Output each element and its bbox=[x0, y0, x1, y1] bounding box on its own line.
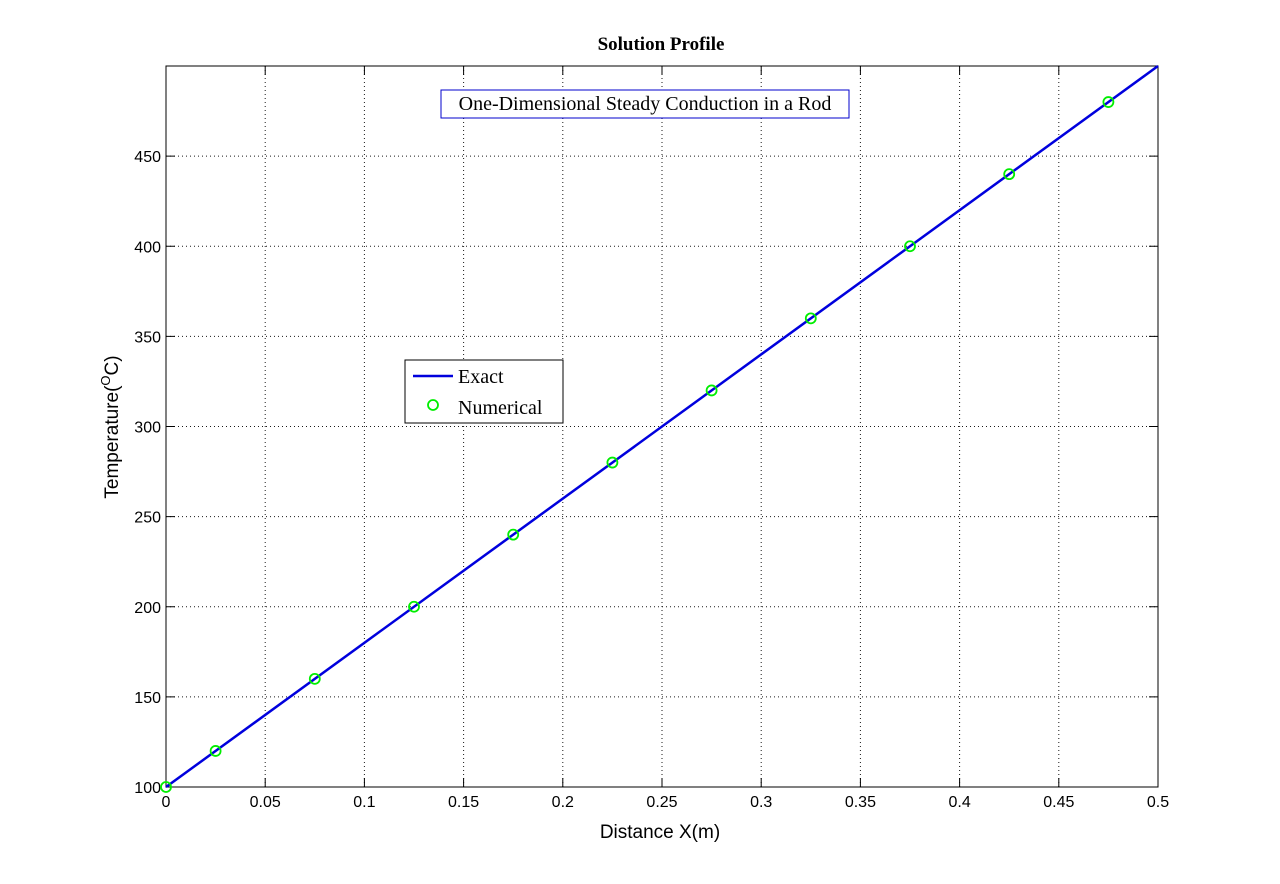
x-tick-label: 0.1 bbox=[353, 794, 375, 811]
numerical-point bbox=[904, 240, 916, 253]
y-axis-label-main: Temperature( bbox=[102, 385, 123, 499]
y-tick-labels: 100 150 200 250 300 350 400 450 bbox=[134, 149, 161, 797]
x-tick-label: 0.2 bbox=[552, 794, 574, 811]
x-tick-label: 0.4 bbox=[948, 794, 970, 811]
y-tick-label: 100 bbox=[134, 780, 161, 797]
legend: Exact Numerical bbox=[404, 359, 564, 424]
legend-box bbox=[404, 359, 564, 424]
x-tick-label: 0.5 bbox=[1147, 794, 1169, 811]
numerical-point bbox=[1003, 168, 1016, 181]
numerical-point bbox=[606, 456, 619, 469]
numerical-point bbox=[160, 781, 172, 793]
series-line-exact bbox=[165, 64, 1159, 789]
numerical-point bbox=[408, 600, 420, 613]
x-axis-label: Distance X(m) bbox=[600, 822, 720, 843]
numerical-point bbox=[308, 672, 321, 685]
y-axis-label-end: C) bbox=[102, 355, 123, 375]
numerical-point bbox=[1102, 96, 1115, 108]
numerical-point bbox=[804, 312, 817, 325]
numerical-point bbox=[705, 384, 718, 397]
y-axis-label: Temperature(OC) bbox=[98, 355, 123, 498]
x-tick-label: 0.45 bbox=[1043, 794, 1074, 811]
y-tick-label: 450 bbox=[134, 149, 161, 166]
numerical-point bbox=[209, 745, 222, 757]
series-layer bbox=[160, 64, 1159, 793]
annotation-box bbox=[440, 89, 850, 119]
x-tick-labels: 0 0.05 0.1 0.15 0.2 0.25 0.3 0.35 0.4 0.45 0.5 bbox=[162, 794, 1170, 811]
legend-numerical-marker-swatch bbox=[427, 399, 439, 411]
x-tick-label: 0.25 bbox=[646, 794, 677, 811]
numerical-point bbox=[507, 528, 520, 541]
annotation-text: One-Dimensional Steady Conduction in a R… bbox=[459, 93, 832, 115]
y-tick-label: 200 bbox=[134, 600, 161, 617]
y-tick-label: 250 bbox=[134, 510, 161, 527]
x-tick-label: 0.35 bbox=[845, 794, 876, 811]
y-tick-label: 350 bbox=[134, 329, 161, 346]
y-axis-label-superscript: O bbox=[98, 375, 113, 385]
y-tick-label: 150 bbox=[134, 690, 161, 707]
legend-exact-label: Exact bbox=[458, 366, 504, 388]
chart-title: Solution Profile bbox=[598, 34, 725, 55]
x-tick-label: 0.05 bbox=[250, 794, 281, 811]
legend-numerical-label: Numerical bbox=[458, 397, 543, 419]
x-tick-label: 0 bbox=[162, 794, 171, 811]
y-tick-label: 400 bbox=[134, 239, 161, 256]
x-tick-label: 0.15 bbox=[448, 794, 479, 811]
x-tick-label: 0.3 bbox=[750, 794, 772, 811]
y-tick-label: 300 bbox=[134, 420, 161, 437]
